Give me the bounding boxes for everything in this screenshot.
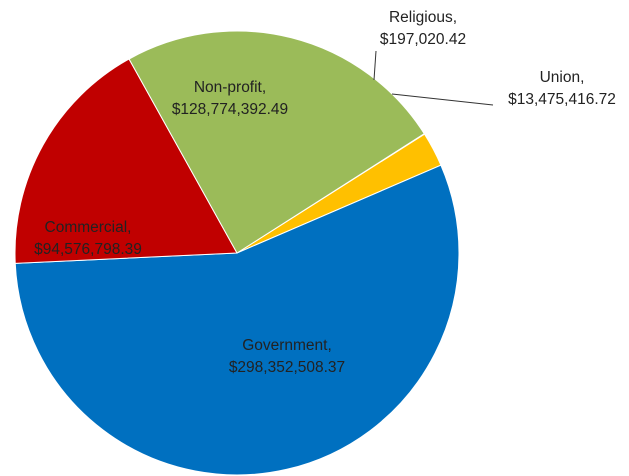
data-label-government: Government, $298,352,508.37 — [229, 337, 345, 376]
leader-line-union — [391, 93, 494, 106]
data-label-union: Union, $13,475,416.72 — [508, 69, 616, 108]
leader-line-religious — [373, 50, 377, 81]
data-label-religious: Religious, $197,020.42 — [380, 9, 466, 48]
data-label-commercial: Commercial, $94,576,798.39 — [34, 219, 142, 258]
pie-slice-government — [14, 164, 460, 476]
pie-slice-commercial — [14, 58, 238, 264]
data-label-non-profit: Non-profit, $128,774,392.49 — [172, 79, 288, 118]
leader-lines — [373, 50, 494, 106]
pie-slices — [14, 30, 460, 476]
data-labels: Religious, $197,020.42 Union, $13,475,416.7… — [34, 9, 616, 376]
pie-slice-non-profit — [128, 30, 425, 254]
